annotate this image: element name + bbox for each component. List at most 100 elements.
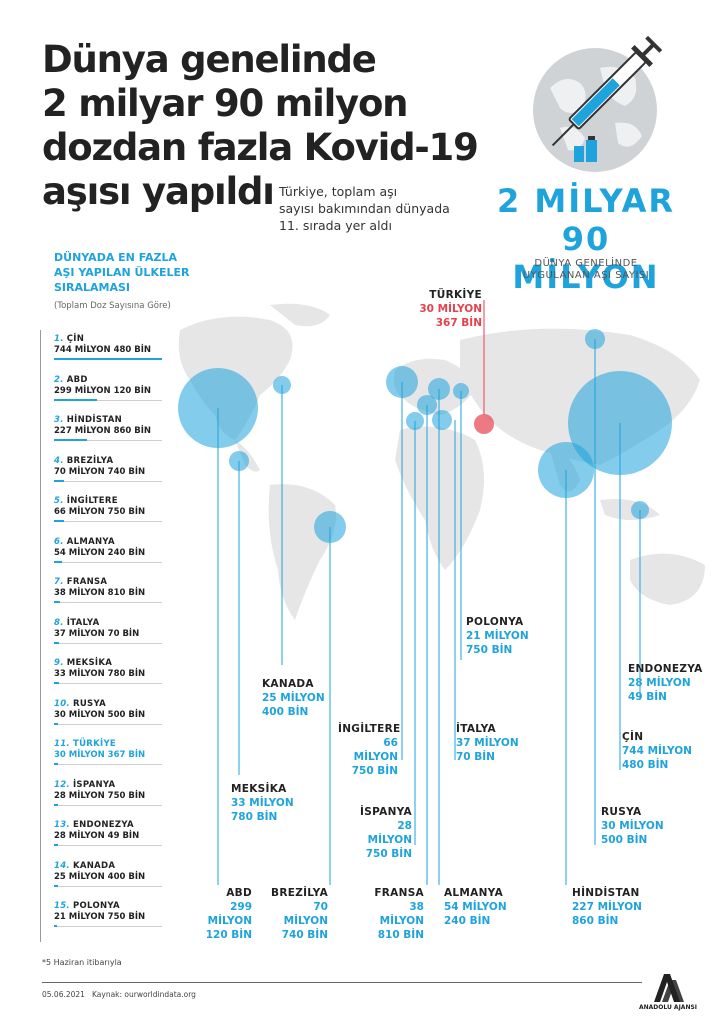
ranking-item: 11. TÜRKİYE 30 MİLYON 367 BİN <box>54 739 169 765</box>
ranking-number: 10. <box>54 698 70 709</box>
ranking-number: 14. <box>54 860 70 871</box>
label-almanya: ALMANYA 54 MİLYON 240 BİN <box>444 886 507 928</box>
label-italya: İTALYA 37 MİLYON 70 BİN <box>456 722 519 764</box>
label-value: 120 BİN <box>205 929 252 941</box>
ranking-country: 10. RUSYA <box>54 699 169 710</box>
ranking-note: (Toplam Doz Sayısına Göre) <box>54 301 171 311</box>
bubble-turkiye <box>474 414 494 434</box>
label-value: 70 BİN <box>456 751 495 763</box>
ranking-bar <box>54 520 64 522</box>
label-country: BREZİLYA <box>271 887 328 899</box>
big-number-line2: 90 MİLYON <box>512 220 660 296</box>
label-value: 480 BİN <box>622 759 669 771</box>
ranking-country: 11. TÜRKİYE <box>54 739 169 750</box>
label-meksika: MEKSİKA 33 MİLYON 780 BİN <box>231 782 294 824</box>
ranking-bar <box>54 763 59 765</box>
ranking-title-line: DÜNYADA EN FAZLA <box>54 251 177 264</box>
ranking-item: 4. BREZİLYA 70 MİLYON 740 BİN <box>54 456 169 482</box>
ranking-bar <box>54 641 60 644</box>
ranking-separator <box>54 642 162 644</box>
ranking-separator <box>54 440 162 441</box>
ranking-country: 3. HİNDİSTAN <box>54 415 169 426</box>
ranking-country-name: KANADA <box>72 860 116 871</box>
label-value: 25 MİLYON <box>262 692 325 704</box>
label-value: 299 MİLYON <box>207 901 252 927</box>
headline-line: 2 milyar 90 milyon <box>42 82 409 125</box>
anadolu-logo-icon <box>654 974 684 1002</box>
label-value: 860 BİN <box>572 915 619 927</box>
label-country: RUSYA <box>601 806 642 818</box>
ranking-value: 299 MİLYON 120 BİN <box>54 385 152 396</box>
big-number-caption: DÜNYA GENELİNDE UYGULANAN AŞI SAYISI <box>486 258 686 282</box>
ranking-bar <box>54 479 65 482</box>
label-value: 780 BİN <box>231 811 278 823</box>
ranking-panel: DÜNYADA EN FAZLA AŞI YAPILAN ÜLKELER SIR… <box>54 250 194 311</box>
label-value: 400 BİN <box>262 706 309 718</box>
ranking-separator <box>54 885 162 887</box>
ranking-country: 12. İSPANYA <box>54 780 169 791</box>
ranking-number: 8. <box>54 617 64 628</box>
headline-line: aşısı yapıldı <box>42 170 275 213</box>
label-country: KANADA <box>262 678 314 690</box>
ranking-country-name: HİNDİSTAN <box>66 415 123 425</box>
label-polonya: POLONYA 21 MİLYON 750 BİN <box>466 615 529 657</box>
ranking-value: 30 MİLYON 367 BİN <box>54 750 146 760</box>
ranking-number: 2. <box>54 374 64 385</box>
label-cin: ÇİN 744 MİLYON 480 BİN <box>622 730 692 772</box>
label-hindistan: HİNDİSTAN 227 MİLYON 860 BİN <box>572 886 642 928</box>
globe-syringe-icon <box>533 35 663 172</box>
label-kanada: KANADA 25 MİLYON 400 BİN <box>262 677 325 719</box>
ranking-item: 12. İSPANYA 28 MİLYON 750 BİN <box>54 780 169 806</box>
ranking-country: 6. ALMANYA <box>54 537 169 548</box>
source: Kaynak: ourworldindata.org <box>92 990 196 999</box>
label-brezilya: BREZİLYA 70 MİLYON 740 BİN <box>268 886 328 942</box>
ranking-title-line: SIRALAMASI <box>54 281 130 294</box>
ranking-bar <box>54 925 58 927</box>
ranking-country: 14. KANADA <box>54 861 169 872</box>
ranking-country-name: İTALYA <box>66 617 100 628</box>
ranking-country: 7. FRANSA <box>54 577 169 588</box>
ranking-country-name: ENDONEZYA <box>72 820 134 830</box>
label-value: 750 BİN <box>365 848 412 860</box>
ranking-value: 54 MİLYON 240 BİN <box>54 547 146 558</box>
label-country: HİNDİSTAN <box>572 887 640 899</box>
ranking-country-name: ALMANYA <box>66 536 115 547</box>
label-value: 367 BİN <box>435 317 482 329</box>
label-abd: ABD 299 MİLYON 120 BİN <box>186 886 252 942</box>
ranking-separator <box>54 804 162 806</box>
logo-text: ANADOLU AJANSI <box>638 1004 698 1011</box>
ranking-value: 33 MİLYON 780 BİN <box>54 669 146 679</box>
ranking-bar <box>54 398 98 401</box>
label-value: 28 MİLYON <box>628 677 691 689</box>
subtitle: Türkiye, toplam aşı sayısı bakımından dü… <box>279 183 489 234</box>
label-value: 21 MİLYON <box>466 630 529 642</box>
label-value: 38 MİLYON <box>379 901 424 927</box>
label-country: FRANSA <box>374 887 424 899</box>
ranking-country: 9. MEKSİKA <box>54 658 169 669</box>
label-endonezya: ENDONEZYA 28 MİLYON 49 BİN <box>628 662 703 704</box>
label-country: İSPANYA <box>360 806 412 818</box>
label-value: 49 BİN <box>628 691 667 703</box>
label-fransa: FRANSA 38 MİLYON 810 BİN <box>364 886 424 942</box>
ranking-rule <box>40 330 41 942</box>
ranking-value: 25 MİLYON 400 BİN <box>54 871 146 882</box>
label-value: 750 BİN <box>466 644 513 656</box>
ranking-country: 4. BREZİLYA <box>54 456 169 467</box>
label-value: 30 MİLYON <box>419 303 482 315</box>
ranking-item: 3. HİNDİSTAN 227 MİLYON 860 BİN <box>54 415 169 441</box>
label-value: 33 MİLYON <box>231 797 294 809</box>
ranking-number: 12. <box>54 779 70 790</box>
ranking-item: 9. MEKSİKA 33 MİLYON 780 BİN <box>54 658 169 684</box>
ranking-separator <box>54 764 162 765</box>
ranking-separator <box>54 521 162 522</box>
subtitle-line: Türkiye, toplam aşı <box>279 184 398 199</box>
label-country: ÇİN <box>622 731 644 743</box>
label-turkiye: TÜRKİYE 30 MİLYON 367 BİN <box>414 288 482 330</box>
ranking-bar <box>54 439 88 441</box>
ranking-item: 1. ÇİN 744 MİLYON 480 BİN <box>54 334 169 360</box>
label-value: 54 MİLYON <box>444 901 507 913</box>
caption-line: DÜNYA GENELİNDE <box>534 258 638 269</box>
footnote: *5 Haziran itibarıyla <box>42 958 122 967</box>
label-country: POLONYA <box>466 616 524 628</box>
ranking-value: 28 MİLYON 49 BİN <box>54 831 140 841</box>
